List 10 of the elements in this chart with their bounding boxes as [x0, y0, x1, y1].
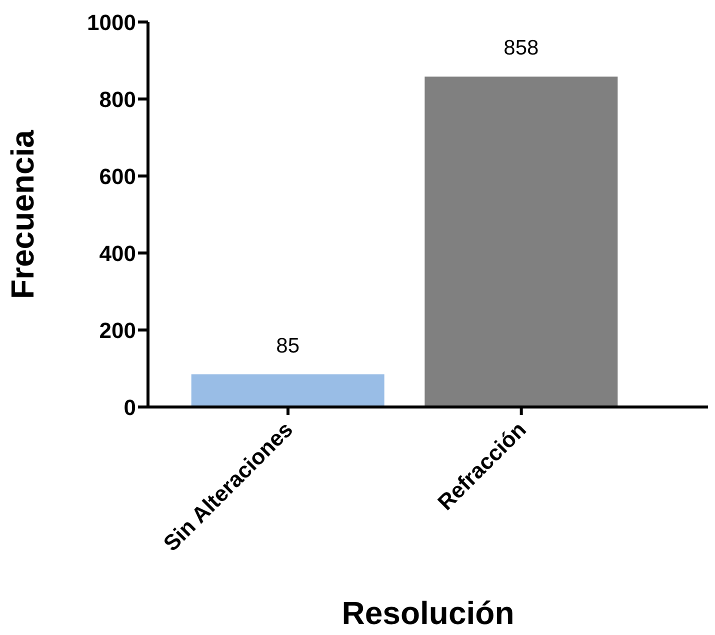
y-tick-label: 1000	[87, 10, 136, 35]
x-axis-title: Resolución	[342, 595, 514, 631]
data-label: 858	[504, 36, 539, 60]
data-label: 85	[276, 334, 300, 358]
y-axis-title: Frecuencia	[4, 130, 40, 299]
y-tick-label: 0	[124, 394, 136, 420]
y-tick-label: 400	[99, 240, 136, 266]
y-tick-label: 600	[99, 164, 136, 189]
y-tick-label: 200	[99, 318, 136, 343]
y-tick-label: 800	[99, 86, 136, 112]
